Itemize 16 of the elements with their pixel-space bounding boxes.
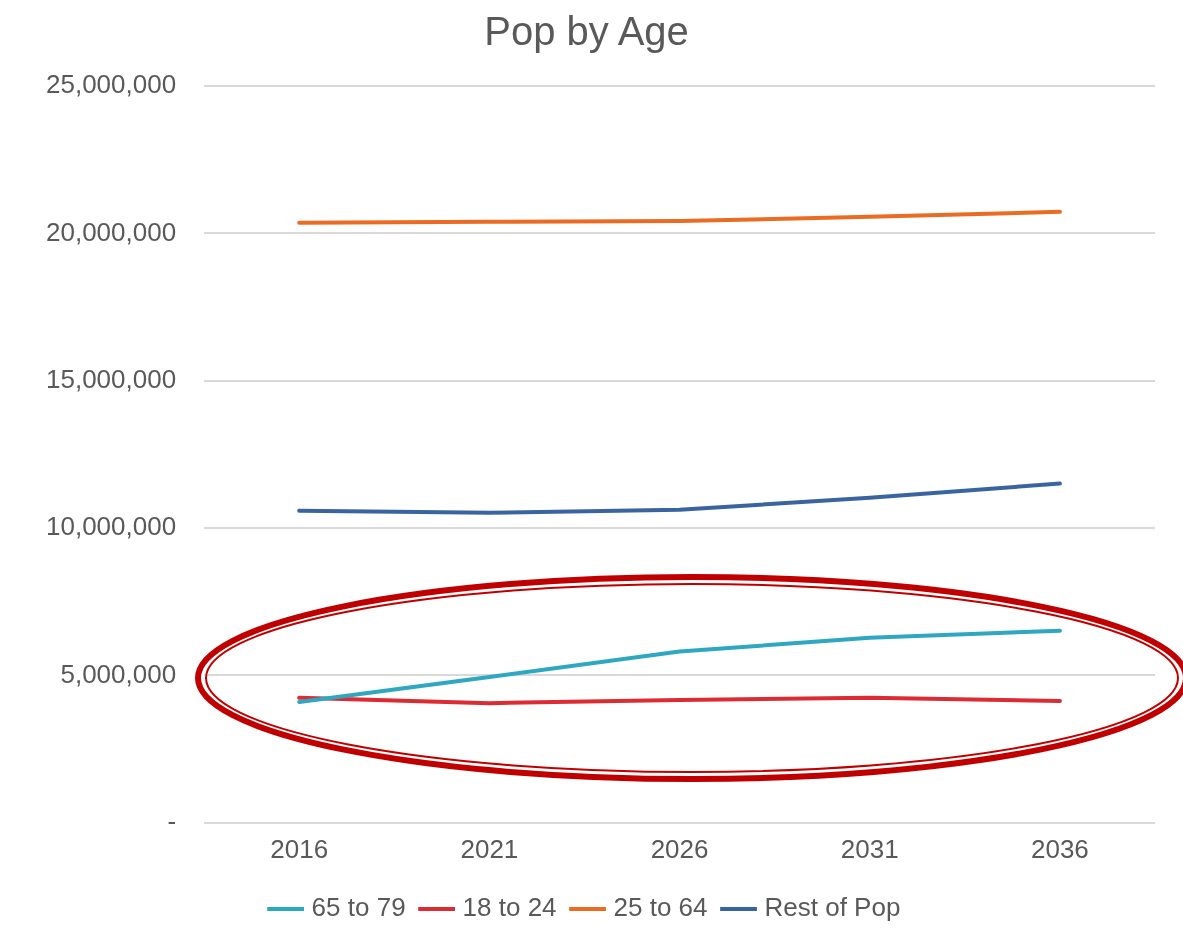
legend-label: 18 to 24: [462, 892, 557, 923]
x-tick-label: 2026: [650, 833, 709, 864]
legend-label: 65 to 79: [311, 892, 406, 923]
legend-label: Rest of Pop: [764, 892, 901, 923]
x-tick-label: 2016: [270, 833, 329, 864]
y-tick-label: 25,000,000: [45, 69, 177, 100]
chart-title: Pop by Age: [484, 9, 689, 54]
y-tick-label: 10,000,000: [45, 511, 177, 542]
x-tick-label: 2036: [1030, 833, 1089, 864]
x-tick-label: 2021: [460, 833, 519, 864]
x-tick-label: 2031: [840, 833, 899, 864]
y-tick-label: 20,000,000: [45, 216, 177, 247]
y-tick-label: -: [167, 805, 177, 836]
y-tick-label: 5,000,000: [60, 658, 177, 689]
y-tick-label: 15,000,000: [45, 363, 177, 394]
legend-label: 25 to 64: [613, 892, 708, 923]
